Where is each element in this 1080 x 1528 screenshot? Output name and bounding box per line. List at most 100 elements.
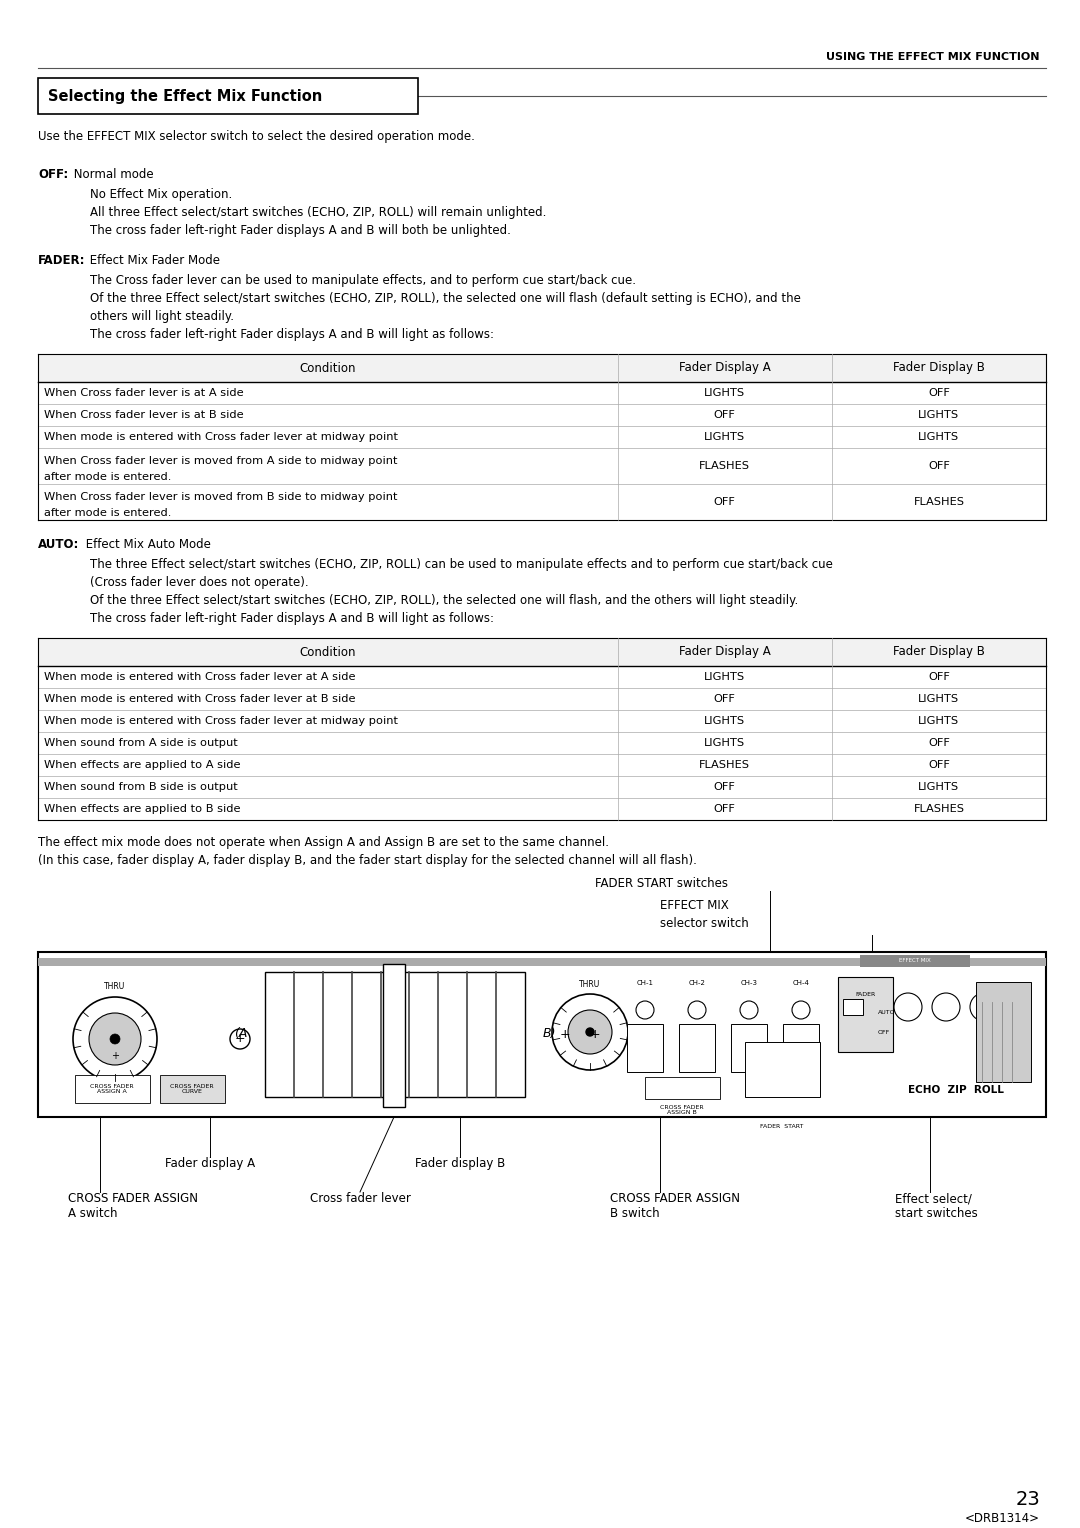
Text: after mode is entered.: after mode is entered.	[44, 472, 172, 481]
Text: All three Effect select/start switches (ECHO, ZIP, ROLL) will remain unlighted.: All three Effect select/start switches (…	[90, 206, 546, 219]
Text: When sound from B side is output: When sound from B side is output	[44, 782, 238, 792]
Circle shape	[568, 1010, 612, 1054]
Text: OFF: OFF	[714, 694, 735, 704]
Text: OFF: OFF	[928, 759, 949, 770]
Circle shape	[555, 1024, 575, 1044]
Text: Of the three Effect select/start switches (ECHO, ZIP, ROLL), the selected one wi: Of the three Effect select/start switche…	[90, 594, 798, 607]
Text: Fader Display B: Fader Display B	[893, 362, 985, 374]
Text: CROSS FADER
ASSIGN B: CROSS FADER ASSIGN B	[660, 1105, 704, 1115]
Bar	[679, 1024, 715, 1073]
Circle shape	[894, 993, 922, 1021]
Text: OFF: OFF	[928, 461, 949, 471]
Text: When sound from A side is output: When sound from A side is output	[44, 738, 238, 749]
Circle shape	[792, 1001, 810, 1019]
Text: others will light steadily.: others will light steadily.	[90, 310, 234, 322]
Text: Cross fader lever: Cross fader lever	[310, 1192, 410, 1206]
Text: OFF:: OFF:	[38, 168, 68, 180]
Text: LIGHTS: LIGHTS	[704, 388, 745, 397]
Text: OFF: OFF	[928, 388, 949, 397]
Text: Normal mode: Normal mode	[70, 168, 153, 180]
Text: FADER:: FADER:	[38, 254, 85, 267]
Bar	[976, 983, 1031, 1082]
Text: Condition: Condition	[299, 362, 356, 374]
Text: When Cross fader lever is moved from A side to midway point: When Cross fader lever is moved from A s…	[44, 455, 397, 466]
Text: FLASHES: FLASHES	[699, 461, 751, 471]
Text: Fader Display B: Fader Display B	[893, 645, 985, 659]
Text: When mode is entered with Cross fader lever at midway point: When mode is entered with Cross fader le…	[44, 432, 399, 442]
Text: CH-4: CH-4	[793, 979, 809, 986]
Text: When mode is entered with Cross fader lever at midway point: When mode is entered with Cross fader le…	[44, 717, 399, 726]
Text: No Effect Mix operation.: No Effect Mix operation.	[90, 188, 232, 202]
Text: CH-2: CH-2	[689, 979, 705, 986]
Bar	[160, 1076, 225, 1103]
Bar	[265, 972, 525, 1097]
Text: +: +	[559, 1027, 570, 1041]
Circle shape	[586, 1028, 594, 1036]
Text: Use the EFFECT MIX selector switch to select the desired operation mode.: Use the EFFECT MIX selector switch to se…	[38, 130, 475, 144]
Text: USING THE EFFECT MIX FUNCTION: USING THE EFFECT MIX FUNCTION	[826, 52, 1040, 63]
Text: CROSS FADER ASSIGN
B switch: CROSS FADER ASSIGN B switch	[610, 1192, 740, 1219]
Text: LIGHTS: LIGHTS	[918, 410, 959, 420]
Text: Effect Mix Fader Mode: Effect Mix Fader Mode	[86, 254, 220, 267]
Circle shape	[740, 1001, 758, 1019]
Bar	[783, 1024, 819, 1073]
Bar	[838, 976, 893, 1051]
Text: The Cross fader lever can be used to manipulate effects, and to perform cue star: The Cross fader lever can be used to man…	[90, 274, 636, 287]
Text: FLASHES: FLASHES	[699, 759, 751, 770]
Text: selector switch: selector switch	[660, 917, 748, 931]
Text: Of the three Effect select/start switches (ECHO, ZIP, ROLL), the selected one wi: Of the three Effect select/start switche…	[90, 292, 801, 306]
Text: FADER: FADER	[855, 992, 875, 996]
Text: Fader Display A: Fader Display A	[679, 645, 770, 659]
Text: (A: (A	[233, 1027, 247, 1041]
Text: Selecting the Effect Mix Function: Selecting the Effect Mix Function	[48, 89, 322, 104]
Text: +: +	[111, 1051, 119, 1060]
Text: B): B)	[543, 1027, 556, 1041]
Text: THRU: THRU	[105, 983, 125, 992]
Text: FADER START switches: FADER START switches	[595, 877, 728, 889]
Circle shape	[970, 993, 998, 1021]
Text: Effect select/
start switches: Effect select/ start switches	[895, 1192, 977, 1219]
Text: ECHO  ZIP  ROLL: ECHO ZIP ROLL	[908, 1085, 1004, 1096]
Text: When effects are applied to A side: When effects are applied to A side	[44, 759, 241, 770]
Circle shape	[89, 1013, 141, 1065]
Text: When Cross fader lever is at B side: When Cross fader lever is at B side	[44, 410, 244, 420]
Text: FLASHES: FLASHES	[914, 497, 964, 507]
Text: LIGHTS: LIGHTS	[704, 672, 745, 681]
Bar	[38, 354, 1047, 382]
Bar	[745, 1042, 820, 1097]
Text: EFFECT MIX: EFFECT MIX	[900, 958, 931, 964]
Text: OFF: OFF	[928, 738, 949, 749]
Text: (In this case, fader display A, fader display B, and the fader start display for: (In this case, fader display A, fader di…	[38, 854, 697, 866]
Text: The cross fader left-right Fader displays A and B will light as follows:: The cross fader left-right Fader display…	[90, 329, 494, 341]
Bar	[38, 952, 1047, 1117]
Text: LIGHTS: LIGHTS	[918, 717, 959, 726]
Text: THRU: THRU	[579, 979, 600, 989]
Text: Condition: Condition	[299, 645, 356, 659]
Text: OFF: OFF	[714, 410, 735, 420]
Text: LIGHTS: LIGHTS	[918, 782, 959, 792]
Text: When mode is entered with Cross fader lever at A side: When mode is entered with Cross fader le…	[44, 672, 355, 681]
Circle shape	[688, 1001, 706, 1019]
Text: FLASHES: FLASHES	[914, 804, 964, 814]
Bar	[75, 1076, 150, 1103]
Text: (Cross fader lever does not operate).: (Cross fader lever does not operate).	[90, 576, 309, 588]
Circle shape	[932, 993, 960, 1021]
Text: CH-3: CH-3	[741, 979, 757, 986]
Text: LIGHTS: LIGHTS	[704, 717, 745, 726]
Text: OFF: OFF	[928, 672, 949, 681]
Bar	[627, 1024, 663, 1073]
Text: LIGHTS: LIGHTS	[704, 738, 745, 749]
Text: OFF: OFF	[714, 497, 735, 507]
Text: +: +	[590, 1027, 600, 1041]
Text: CROSS FADER
CURVE: CROSS FADER CURVE	[171, 1083, 214, 1094]
Circle shape	[552, 995, 627, 1070]
Text: Fader display B: Fader display B	[415, 1157, 505, 1170]
Bar	[38, 958, 1047, 966]
Bar	[383, 964, 405, 1106]
Text: AUTO: AUTO	[878, 1010, 895, 1015]
Text: +: +	[234, 1033, 245, 1045]
Text: CROSS FADER ASSIGN
A switch: CROSS FADER ASSIGN A switch	[68, 1192, 198, 1219]
Circle shape	[110, 1034, 120, 1044]
Text: LIGHTS: LIGHTS	[704, 432, 745, 442]
Bar	[843, 999, 863, 1015]
